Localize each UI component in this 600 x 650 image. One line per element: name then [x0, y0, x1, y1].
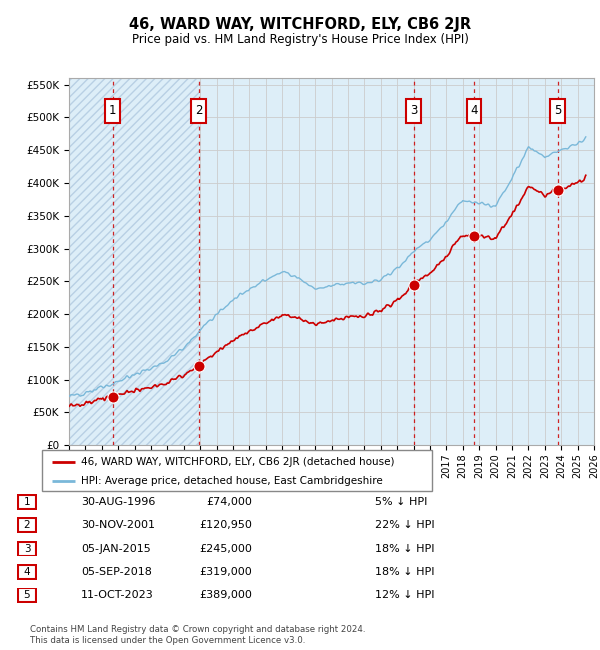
FancyBboxPatch shape — [19, 588, 35, 603]
Text: 1: 1 — [23, 497, 31, 507]
FancyBboxPatch shape — [19, 495, 35, 509]
FancyBboxPatch shape — [105, 99, 120, 123]
Text: 46, WARD WAY, WITCHFORD, ELY, CB6 2JR (detached house): 46, WARD WAY, WITCHFORD, ELY, CB6 2JR (d… — [81, 457, 395, 467]
Text: 3: 3 — [23, 543, 31, 554]
Text: £120,950: £120,950 — [199, 520, 252, 530]
FancyBboxPatch shape — [42, 450, 432, 491]
Bar — [69, 78, 199, 445]
Text: 18% ↓ HPI: 18% ↓ HPI — [375, 567, 434, 577]
Text: Contains HM Land Registry data © Crown copyright and database right 2024.
This d: Contains HM Land Registry data © Crown c… — [30, 625, 365, 645]
FancyBboxPatch shape — [19, 541, 35, 556]
Text: 5: 5 — [23, 590, 31, 601]
Text: 11-OCT-2023: 11-OCT-2023 — [81, 590, 154, 601]
FancyBboxPatch shape — [406, 99, 421, 123]
Text: 3: 3 — [410, 104, 418, 117]
Text: £245,000: £245,000 — [199, 543, 252, 554]
Text: 30-AUG-1996: 30-AUG-1996 — [81, 497, 155, 507]
Text: 2: 2 — [195, 104, 203, 117]
Text: 12% ↓ HPI: 12% ↓ HPI — [375, 590, 434, 601]
Text: £74,000: £74,000 — [206, 497, 252, 507]
Text: 5% ↓ HPI: 5% ↓ HPI — [375, 497, 427, 507]
FancyBboxPatch shape — [550, 99, 565, 123]
FancyBboxPatch shape — [467, 99, 481, 123]
Text: 30-NOV-2001: 30-NOV-2001 — [81, 520, 155, 530]
Text: 4: 4 — [23, 567, 31, 577]
Text: 4: 4 — [470, 104, 478, 117]
Text: HPI: Average price, detached house, East Cambridgeshire: HPI: Average price, detached house, East… — [81, 476, 383, 486]
FancyBboxPatch shape — [19, 518, 35, 532]
Text: 05-JAN-2015: 05-JAN-2015 — [81, 543, 151, 554]
Text: 5: 5 — [554, 104, 561, 117]
Text: 2: 2 — [23, 520, 31, 530]
FancyBboxPatch shape — [19, 565, 35, 579]
Text: 05-SEP-2018: 05-SEP-2018 — [81, 567, 152, 577]
Text: £319,000: £319,000 — [199, 567, 252, 577]
Text: 46, WARD WAY, WITCHFORD, ELY, CB6 2JR: 46, WARD WAY, WITCHFORD, ELY, CB6 2JR — [129, 17, 471, 32]
Text: £389,000: £389,000 — [199, 590, 252, 601]
Text: 18% ↓ HPI: 18% ↓ HPI — [375, 543, 434, 554]
Text: 1: 1 — [109, 104, 116, 117]
Text: Price paid vs. HM Land Registry's House Price Index (HPI): Price paid vs. HM Land Registry's House … — [131, 32, 469, 46]
Text: 22% ↓ HPI: 22% ↓ HPI — [375, 520, 434, 530]
FancyBboxPatch shape — [191, 99, 206, 123]
